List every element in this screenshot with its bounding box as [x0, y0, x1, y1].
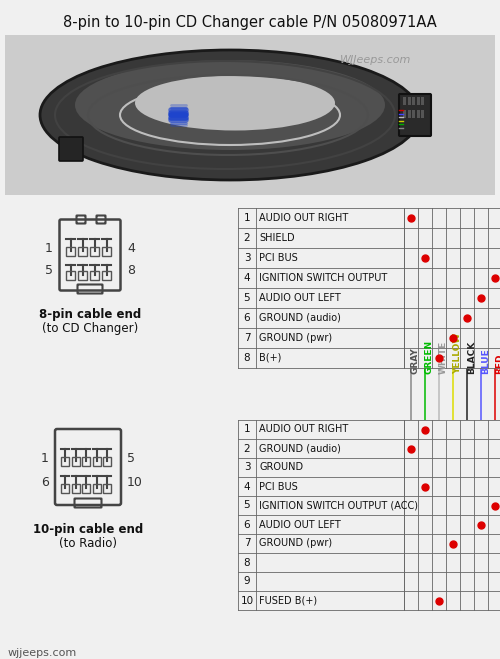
- Text: WJJeeps.com: WJJeeps.com: [340, 55, 411, 65]
- Text: 1: 1: [41, 451, 49, 465]
- Bar: [403, 110, 406, 118]
- Text: 4: 4: [127, 241, 135, 254]
- Text: 3: 3: [244, 253, 250, 263]
- Text: AUDIO OUT LEFT: AUDIO OUT LEFT: [259, 293, 341, 303]
- Text: AUDIO OUT RIGHT: AUDIO OUT RIGHT: [259, 424, 348, 434]
- Bar: [72, 484, 80, 493]
- Bar: [72, 457, 80, 466]
- Bar: [90, 247, 99, 256]
- Bar: [61, 484, 69, 493]
- FancyBboxPatch shape: [399, 94, 431, 136]
- Text: 2: 2: [244, 233, 250, 243]
- Text: PCI BUS: PCI BUS: [259, 482, 298, 492]
- Text: 6: 6: [244, 519, 250, 529]
- Text: (to Radio): (to Radio): [59, 537, 117, 550]
- Text: 8: 8: [127, 264, 135, 277]
- Bar: [102, 271, 111, 280]
- Bar: [103, 484, 111, 493]
- Text: 8: 8: [244, 558, 250, 567]
- Ellipse shape: [135, 76, 335, 130]
- Bar: [102, 247, 111, 256]
- Bar: [103, 457, 111, 466]
- Text: 7: 7: [244, 333, 250, 343]
- Text: GROUND (pwr): GROUND (pwr): [259, 333, 332, 343]
- Bar: [421, 97, 424, 105]
- Text: 3: 3: [244, 463, 250, 473]
- Text: GROUND (audio): GROUND (audio): [259, 313, 341, 323]
- Bar: [82, 484, 90, 493]
- Text: 6: 6: [41, 476, 49, 490]
- Text: 8-pin cable end: 8-pin cable end: [39, 308, 141, 321]
- Text: 4: 4: [244, 482, 250, 492]
- Bar: [408, 97, 410, 105]
- Text: BLUE: BLUE: [481, 348, 490, 374]
- Text: 6: 6: [244, 313, 250, 323]
- Text: IGNITION SWITCH OUTPUT: IGNITION SWITCH OUTPUT: [259, 273, 387, 283]
- Text: SHIELD: SHIELD: [259, 233, 294, 243]
- Text: AUDIO OUT LEFT: AUDIO OUT LEFT: [259, 519, 341, 529]
- Text: GROUND (audio): GROUND (audio): [259, 444, 341, 453]
- Text: GRAY: GRAY: [411, 347, 420, 374]
- Text: 9: 9: [244, 577, 250, 587]
- Bar: [416, 110, 420, 118]
- Text: YELLOW: YELLOW: [453, 333, 462, 374]
- Text: GROUND: GROUND: [259, 463, 303, 473]
- Bar: [92, 457, 100, 466]
- Text: IGNITION SWITCH OUTPUT (ACC): IGNITION SWITCH OUTPUT (ACC): [259, 500, 418, 511]
- Text: 10: 10: [127, 476, 143, 490]
- Bar: [408, 110, 410, 118]
- Bar: [412, 97, 415, 105]
- Bar: [66, 247, 75, 256]
- Bar: [416, 97, 420, 105]
- Bar: [412, 110, 415, 118]
- Text: WHITE: WHITE: [439, 341, 448, 374]
- Text: 1: 1: [45, 241, 53, 254]
- Bar: [421, 110, 424, 118]
- FancyBboxPatch shape: [59, 137, 83, 161]
- Text: 8: 8: [244, 353, 250, 363]
- Text: 5: 5: [45, 264, 53, 277]
- Text: AUDIO OUT RIGHT: AUDIO OUT RIGHT: [259, 213, 348, 223]
- Ellipse shape: [40, 50, 420, 180]
- Text: 10: 10: [240, 596, 254, 606]
- Text: 10-pin cable end: 10-pin cable end: [33, 523, 143, 536]
- Text: FUSED B(+): FUSED B(+): [259, 596, 317, 606]
- Bar: [403, 97, 406, 105]
- Bar: [66, 271, 75, 280]
- Text: 5: 5: [244, 500, 250, 511]
- Text: PCI BUS: PCI BUS: [259, 253, 298, 263]
- Bar: [61, 457, 69, 466]
- Text: BLACK: BLACK: [467, 341, 476, 374]
- Text: 4: 4: [244, 273, 250, 283]
- Text: 5: 5: [127, 451, 135, 465]
- Text: GREEN: GREEN: [425, 340, 434, 374]
- Bar: [78, 247, 87, 256]
- Ellipse shape: [75, 60, 385, 150]
- Text: 8-pin to 10-pin CD Changer cable P/N 05080971AA: 8-pin to 10-pin CD Changer cable P/N 050…: [63, 15, 437, 30]
- Text: 1: 1: [244, 213, 250, 223]
- Text: 5: 5: [244, 293, 250, 303]
- Text: B(+): B(+): [259, 353, 281, 363]
- Text: 2: 2: [244, 444, 250, 453]
- Bar: [78, 271, 87, 280]
- Text: RED: RED: [495, 353, 500, 374]
- Text: (to CD Changer): (to CD Changer): [42, 322, 138, 335]
- Bar: [5, 35, 495, 195]
- Text: wjjeeps.com: wjjeeps.com: [8, 648, 77, 658]
- Bar: [82, 457, 90, 466]
- Bar: [90, 271, 99, 280]
- Text: 7: 7: [244, 538, 250, 548]
- Bar: [92, 484, 100, 493]
- Text: 1: 1: [244, 424, 250, 434]
- Text: GROUND (pwr): GROUND (pwr): [259, 538, 332, 548]
